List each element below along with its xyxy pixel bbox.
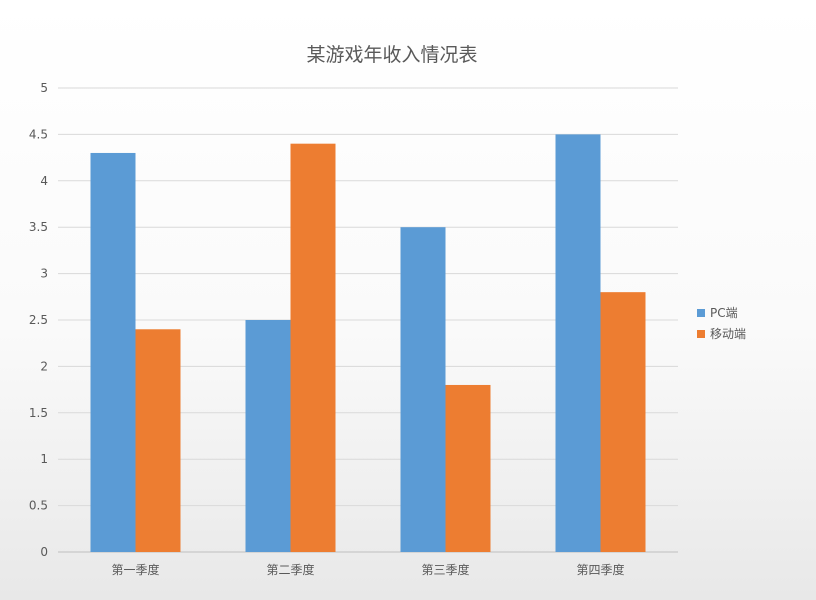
y-tick-label: 2 <box>40 359 48 373</box>
y-tick-label: 3.5 <box>29 220 48 234</box>
y-axis-ticks: 0 0.5 1 1.5 2 2.5 3 3.5 4 4.5 5 <box>29 81 48 559</box>
y-tick-label: 1 <box>40 452 48 466</box>
x-axis-ticks: 第一季度 第二季度 第三季度 第四季度 <box>111 562 624 577</box>
legend-label: PC端 <box>710 306 738 320</box>
y-tick-label: 5 <box>40 81 48 95</box>
y-tick-label: 0.5 <box>29 499 48 513</box>
y-tick-label: 4 <box>40 174 48 188</box>
y-tick-label: 2.5 <box>29 313 48 327</box>
bar-pc <box>555 134 601 552</box>
y-tick-label: 0 <box>40 545 48 559</box>
x-tick-label: 第一季度 <box>111 562 159 577</box>
bar-mobile <box>290 143 336 552</box>
x-tick-label: 第四季度 <box>576 562 624 577</box>
x-tick-label: 第二季度 <box>266 562 314 577</box>
y-tick-label: 1.5 <box>29 406 48 420</box>
y-tick-label: 4.5 <box>29 127 48 141</box>
legend-label: 移动端 <box>710 327 746 341</box>
bar-pc <box>90 152 136 552</box>
bar-pc <box>400 227 446 552</box>
legend-swatch <box>697 330 705 338</box>
bar-mobile <box>445 384 491 552</box>
legend-swatch <box>697 309 705 317</box>
bar-mobile <box>600 292 646 552</box>
x-tick-label: 第三季度 <box>421 562 469 577</box>
y-tick-label: 3 <box>40 267 48 281</box>
chart-title: 某游戏年收入情况表 <box>306 44 477 66</box>
bar-mobile <box>135 329 181 552</box>
bars <box>90 134 646 552</box>
bar-pc <box>245 320 291 552</box>
